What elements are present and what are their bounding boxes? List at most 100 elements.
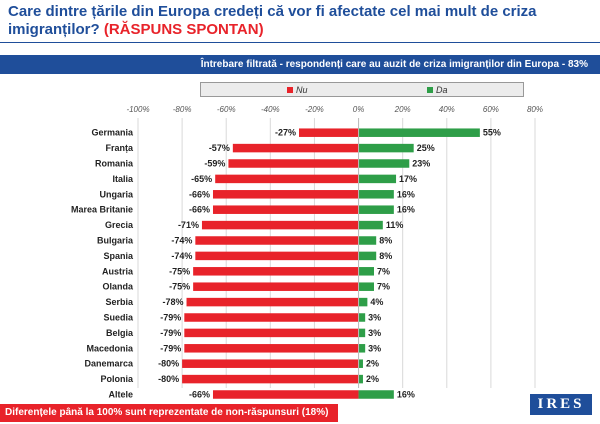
x-tick-label: 40% — [439, 105, 455, 114]
bar-nu — [228, 159, 359, 168]
title-text: Care dintre țările din Europa credeți că… — [8, 3, 537, 38]
bar-nu — [182, 374, 359, 384]
bar-nu — [299, 128, 359, 137]
data-label-da: 3% — [368, 343, 381, 353]
category-label: Ungaria — [99, 189, 134, 199]
footer-note: Diferențele până la 100% sunt reprezenta… — [0, 404, 338, 422]
bar-chart: -100% -80% -60% -40% -20% 0% 20% 40% 60% 80% Germa… — [71, 105, 543, 400]
bar-da — [358, 143, 414, 153]
bar-da — [358, 159, 410, 168]
x-tick-label: -80% — [173, 105, 192, 114]
category-label: Romania — [95, 159, 134, 169]
bar-da — [358, 236, 377, 245]
filter-note: Întrebare filtrată - respondenți care au… — [0, 55, 600, 74]
data-label-da: 16% — [397, 189, 415, 199]
bar-da — [358, 251, 377, 261]
category-label: Belgia — [106, 328, 134, 338]
bar-da — [358, 359, 363, 368]
bar-da — [358, 267, 374, 276]
bar-nu — [201, 220, 359, 230]
bar-nu — [212, 190, 359, 199]
category-label: Grecia — [105, 220, 134, 230]
data-label-nu: -66% — [189, 189, 210, 199]
data-label-nu: -66% — [189, 390, 210, 400]
data-label-nu: -74% — [171, 251, 192, 261]
legend-item-da: Da — [427, 84, 448, 96]
bar-nu — [193, 282, 359, 291]
bar-da — [358, 282, 374, 291]
data-label-da: 55% — [483, 128, 501, 138]
legend-label-nu: Nu — [296, 85, 308, 95]
category-label: Franța — [105, 143, 134, 153]
data-label-da: 7% — [377, 282, 390, 292]
category-label: Danemarca — [84, 359, 134, 369]
data-label-nu: -75% — [169, 266, 190, 276]
data-label-nu: -79% — [160, 313, 181, 323]
data-label-da: 2% — [366, 359, 379, 369]
bar-da — [358, 128, 480, 137]
bar-da — [358, 374, 363, 384]
data-label-nu: -75% — [169, 282, 190, 292]
legend-label-da: Da — [436, 85, 448, 95]
bar-da — [358, 205, 394, 214]
category-label: Olanda — [102, 282, 134, 292]
ires-logo: IRES — [530, 394, 592, 421]
data-label-da: 16% — [397, 205, 415, 215]
chart-title: Care dintre țările din Europa credeți că… — [8, 3, 593, 39]
data-label-da: 7% — [377, 266, 390, 276]
data-label-nu: -78% — [163, 297, 184, 307]
x-tick-label: -100% — [126, 105, 149, 114]
category-label: Marea Britanie — [71, 205, 133, 215]
data-label-nu: -66% — [189, 205, 210, 215]
legend-swatch-nu — [287, 87, 293, 93]
bar-nu — [212, 390, 359, 399]
bar-nu — [215, 174, 359, 184]
title-highlight: (RĂSPUNS SPONTAN) — [103, 21, 264, 38]
x-tick-label: 20% — [394, 105, 411, 114]
bar-nu — [184, 328, 359, 338]
data-label-nu: -80% — [158, 359, 179, 369]
data-label-nu: -74% — [171, 236, 192, 246]
bar-da — [358, 328, 366, 338]
x-tick-label: -20% — [305, 105, 324, 114]
bar-nu — [195, 236, 359, 245]
bar-da — [358, 313, 366, 322]
x-tick-label: -60% — [217, 105, 236, 114]
category-label: Polonia — [100, 374, 133, 384]
data-label-nu: -59% — [204, 159, 225, 169]
data-label-da: 3% — [368, 328, 381, 338]
x-tick-label: -40% — [261, 105, 280, 114]
data-label-da: 23% — [412, 159, 430, 169]
bar-nu — [182, 359, 359, 368]
legend-item-nu: Nu — [287, 84, 308, 96]
x-tick-label: 80% — [527, 105, 543, 114]
data-label-da: 2% — [366, 374, 379, 384]
bar-nu — [195, 251, 359, 261]
data-label-nu: -27% — [275, 128, 296, 138]
bar-da — [358, 190, 394, 199]
bar-da — [358, 297, 368, 307]
category-label: Suedia — [103, 313, 134, 323]
bar-da — [358, 220, 383, 230]
category-label: Germania — [91, 128, 134, 138]
data-label-nu: -57% — [209, 143, 230, 153]
bar-nu — [184, 344, 359, 353]
category-label: Macedonia — [86, 343, 134, 353]
bar-nu — [184, 313, 359, 322]
bar-da — [358, 390, 394, 399]
bar-nu — [212, 205, 359, 214]
x-tick-label: 0% — [353, 105, 365, 114]
bar-nu — [193, 267, 359, 276]
category-label: Italia — [112, 174, 134, 184]
data-label-da: 3% — [368, 313, 381, 323]
data-label-nu: -79% — [160, 328, 181, 338]
category-label: Austria — [102, 266, 134, 276]
legend-swatch-da — [427, 87, 433, 93]
bar-da — [358, 344, 366, 353]
data-label-da: 17% — [399, 174, 417, 184]
data-label-nu: -79% — [160, 343, 181, 353]
category-label: Serbia — [105, 297, 134, 307]
logo-underline — [530, 414, 592, 421]
data-label-da: 11% — [386, 220, 404, 230]
data-label-nu: -65% — [191, 174, 212, 184]
